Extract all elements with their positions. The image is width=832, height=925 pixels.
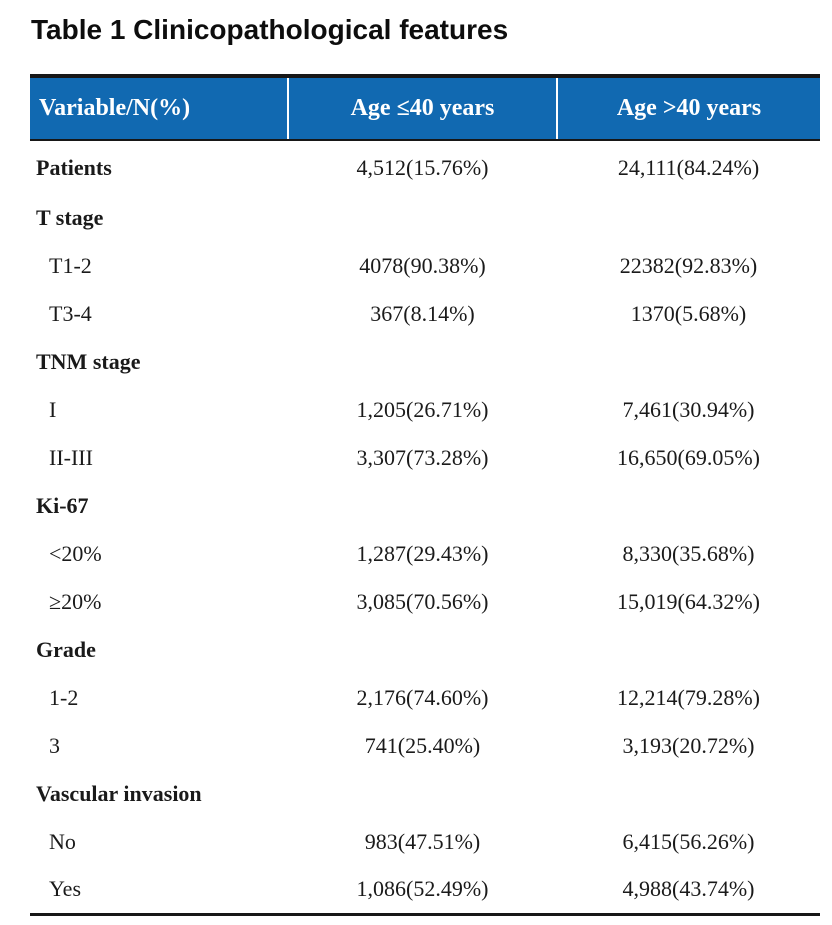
table-row: No 983(47.51%) 6,415(56.26%) [30,818,820,866]
row-label: T stage [30,194,288,242]
row-value [557,482,820,530]
table-row: 1-2 2,176(74.60%) 12,214(79.28%) [30,674,820,722]
row-label: TNM stage [30,338,288,386]
row-value: 367(8.14%) [288,290,557,338]
table-header: Variable/N(%) Age ≤40 years Age >40 year… [30,76,820,141]
row-value: 15,019(64.32%) [557,578,820,626]
row-value [557,338,820,386]
header-variable: Variable/N(%) [30,76,288,141]
row-label: <20% [30,530,288,578]
row-value: 1,205(26.71%) [288,386,557,434]
table-body: Patients 4,512(15.76%) 24,111(84.24%) T sta… [30,140,820,914]
row-value: 983(47.51%) [288,818,557,866]
row-label: No [30,818,288,866]
row-value [288,482,557,530]
row-label: Yes [30,866,288,914]
row-value: 16,650(69.05%) [557,434,820,482]
table-row: Vascular invasion [30,770,820,818]
table-row: T3-4 367(8.14%) 1370(5.68%) [30,290,820,338]
row-value: 22382(92.83%) [557,242,820,290]
row-value: 4,512(15.76%) [288,140,557,194]
table-row: T1-2 4078(90.38%) 22382(92.83%) [30,242,820,290]
header-row: Variable/N(%) Age ≤40 years Age >40 year… [30,76,820,141]
table-row: Ki-67 [30,482,820,530]
row-value: 7,461(30.94%) [557,386,820,434]
table-row: I 1,205(26.71%) 7,461(30.94%) [30,386,820,434]
row-label: Ki-67 [30,482,288,530]
table-row: Patients 4,512(15.76%) 24,111(84.24%) [30,140,820,194]
table-row: 3 741(25.40%) 3,193(20.72%) [30,722,820,770]
row-label: Patients [30,140,288,194]
row-label: Grade [30,626,288,674]
row-value [288,338,557,386]
row-label: Vascular invasion [30,770,288,818]
row-label: 3 [30,722,288,770]
header-age-le-40: Age ≤40 years [287,76,557,141]
row-value: 2,176(74.60%) [288,674,557,722]
row-value: 12,214(79.28%) [557,674,820,722]
table-row: II-III 3,307(73.28%) 16,650(69.05%) [30,434,820,482]
header-age-gt-40: Age >40 years [556,76,820,141]
row-value: 3,307(73.28%) [288,434,557,482]
table-row: TNM stage [30,338,820,386]
row-label: T3-4 [30,290,288,338]
row-value: 1,287(29.43%) [288,530,557,578]
row-value: 3,193(20.72%) [557,722,820,770]
row-label: T1-2 [30,242,288,290]
row-value [557,626,820,674]
row-value: 1,086(52.49%) [288,866,557,914]
row-value: 1370(5.68%) [557,290,820,338]
row-value: 8,330(35.68%) [557,530,820,578]
row-value: 741(25.40%) [288,722,557,770]
clinicopathological-table: Variable/N(%) Age ≤40 years Age >40 year… [30,74,820,916]
table-row: Grade [30,626,820,674]
row-value: 3,085(70.56%) [288,578,557,626]
row-label: 1-2 [30,674,288,722]
row-value: 6,415(56.26%) [557,818,820,866]
row-label: II-III [30,434,288,482]
table-row: <20% 1,287(29.43%) 8,330(35.68%) [30,530,820,578]
row-value: 4078(90.38%) [288,242,557,290]
row-value [557,194,820,242]
row-label: ≥20% [30,578,288,626]
table-caption: Table 1 Clinicopathological features [31,14,509,45]
table-row: ≥20% 3,085(70.56%) 15,019(64.32%) [30,578,820,626]
row-value [288,194,557,242]
table-row: Yes 1,086(52.49%) 4,988(43.74%) [30,866,820,914]
row-value: 4,988(43.74%) [557,866,820,914]
row-value [557,770,820,818]
row-value [288,770,557,818]
row-value [288,626,557,674]
table-row: T stage [30,194,820,242]
row-label: I [30,386,288,434]
row-value: 24,111(84.24%) [557,140,820,194]
